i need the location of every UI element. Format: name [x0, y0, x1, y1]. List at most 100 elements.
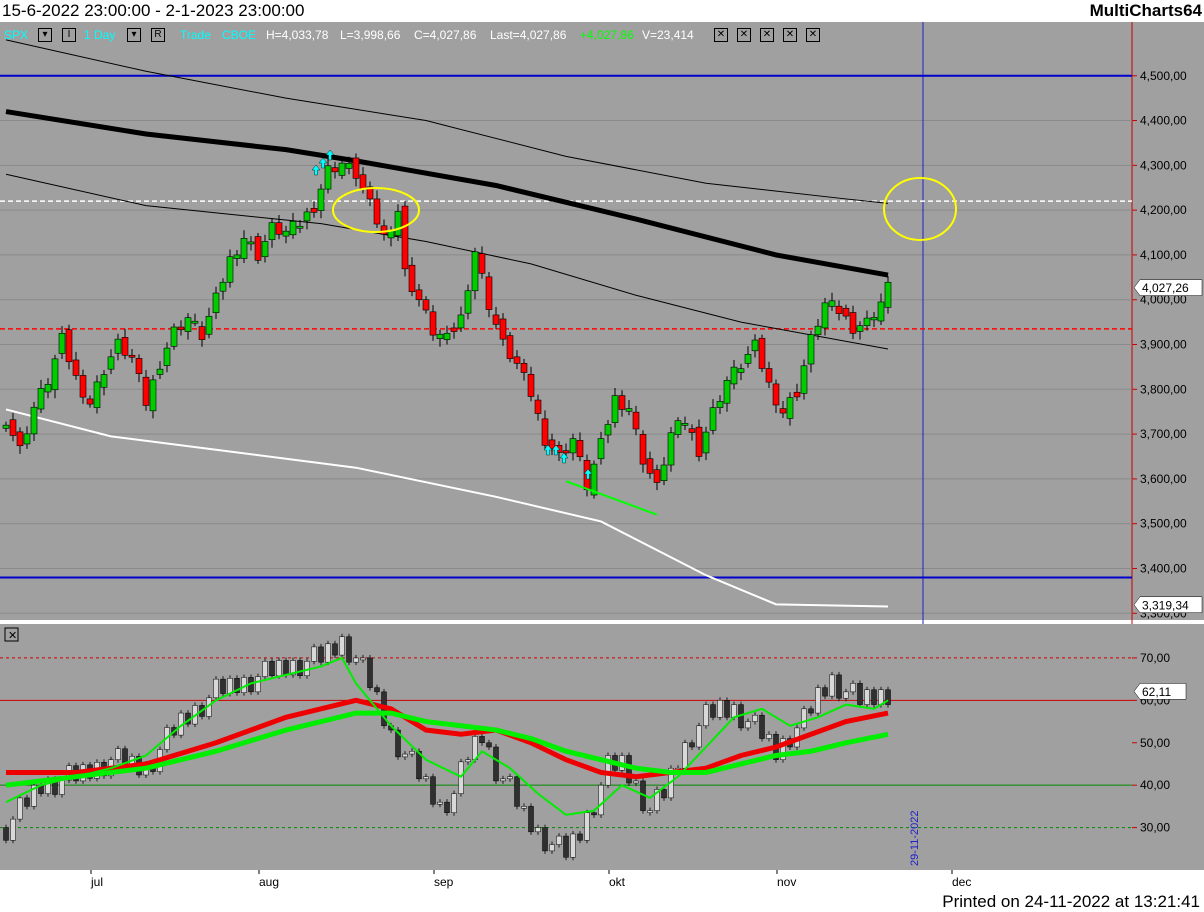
up-candle [863, 317, 871, 327]
x-tick-label: okt [609, 875, 626, 889]
up-candle [240, 238, 248, 259]
symbol-dropdown-icon[interactable]: ▾ [38, 28, 52, 42]
up-candle [751, 339, 759, 352]
oscillator-bar [661, 789, 667, 799]
down-candle [310, 208, 318, 213]
oscillator-bar [549, 844, 555, 852]
oscillator-bar [213, 678, 219, 699]
oscillator-bar [269, 661, 275, 676]
up-candle [114, 338, 122, 354]
oscillator-bar [444, 801, 450, 813]
oscillator-bar [605, 755, 611, 786]
interval-dropdown-icon[interactable]: ▾ [127, 28, 141, 42]
down-candle [352, 157, 360, 179]
down-candle [415, 289, 423, 301]
last-price-tag: 4,027,26 [1133, 279, 1203, 296]
down-candle [541, 418, 549, 446]
down-candle [373, 198, 381, 225]
up-candle [170, 326, 178, 347]
up-candle [191, 320, 199, 324]
up-candle [156, 368, 164, 375]
down-candle [576, 440, 584, 458]
y-tick-label: 3,800,00 [1140, 382, 1187, 396]
y-tick-label: 70,00 [1140, 651, 1170, 665]
oscillator-last-tag-background [1133, 683, 1187, 700]
interval-label[interactable]: 1 Day [84, 28, 116, 42]
oscillator-bar [815, 687, 821, 714]
close-icon[interactable]: ✕ [714, 28, 728, 42]
down-candle [79, 375, 87, 398]
last-price-tag-background [1133, 279, 1203, 296]
oscillator-bar [17, 797, 23, 820]
up-candle [233, 254, 241, 259]
y-tick-label: 3,500,00 [1140, 517, 1187, 531]
down-candle [401, 205, 409, 270]
range-icon[interactable]: R [151, 28, 165, 42]
down-candle [849, 312, 857, 334]
down-candle [618, 395, 626, 410]
down-candle [688, 428, 696, 433]
y-tick-label: 4,200,00 [1140, 203, 1187, 217]
down-candle [450, 327, 458, 332]
y-tick-label: 4,400,00 [1140, 114, 1187, 128]
close-icon[interactable]: ✕ [737, 28, 751, 42]
chart-type-icon[interactable]: I [62, 28, 76, 42]
up-candle [807, 334, 815, 365]
y-tick-label: 40,00 [1140, 778, 1170, 792]
oscillator-panel[interactable]: 70,0060,0050,0040,0030,00✕62,1129-11-202… [0, 624, 1204, 870]
down-candle [422, 299, 430, 311]
up-candle [324, 165, 332, 190]
fast-average-line [5, 656, 889, 816]
close-icon[interactable]: ✕ [783, 28, 797, 42]
oscillator-bar [353, 657, 359, 663]
oscillator-bar [465, 759, 471, 763]
up-candle [51, 358, 59, 391]
up-candle [464, 290, 472, 314]
x-tick-label: sep [434, 875, 454, 889]
oscillator-bar [556, 835, 562, 845]
y-tick-label: 3,600,00 [1140, 472, 1187, 486]
y-tick-label: 4,500,00 [1140, 69, 1187, 83]
oscillator-bar [731, 704, 737, 718]
down-candle [65, 329, 73, 363]
chart-area[interactable]: 4,500,00 4,400,00 4,300,00 4,200,00 4,100,00… [0, 22, 1204, 890]
down-candle [380, 225, 388, 235]
down-candle [527, 374, 535, 397]
up-candle [786, 397, 794, 419]
oscillator-bar [402, 753, 408, 758]
oscillator-bar [500, 778, 506, 782]
down-candle [835, 305, 843, 314]
x-tick-label: nov [777, 875, 796, 889]
up-candle [303, 211, 311, 222]
mode-label: Trade [180, 28, 211, 42]
close-icon[interactable]: ✕ [760, 28, 774, 42]
up-candle [660, 464, 668, 481]
up-candle [870, 317, 878, 321]
up-candle [107, 356, 115, 370]
oscillator-bar [703, 704, 709, 727]
oscillator-bar [416, 750, 422, 780]
oscillator-bar [885, 689, 891, 705]
up-candle [457, 314, 465, 329]
up-candle [667, 432, 675, 466]
up-candle [884, 281, 892, 308]
oscillator-bar [31, 784, 37, 807]
up-candle [23, 433, 31, 445]
oscillator-bar [115, 748, 121, 760]
sma-value-tag-background [1133, 596, 1203, 614]
down-candle [548, 439, 556, 450]
oscillator-bar [563, 835, 569, 858]
oscillator-bar [339, 636, 345, 656]
date-range-title: 15-6-2022 23:00:00 - 2-1-2023 23:00:00 [2, 1, 305, 20]
down-candle [793, 391, 801, 398]
oscillator-bar [479, 736, 485, 744]
low-value: L=3,998,66 [340, 28, 401, 42]
price-panel[interactable]: 4,500,00 4,400,00 4,300,00 4,200,00 4,100,00… [0, 22, 1204, 870]
symbol-label[interactable]: SPX [4, 28, 29, 42]
sma-value-tag-text: 3,319,34 [1142, 598, 1189, 612]
down-candle [16, 431, 24, 447]
oscillator-bar [283, 660, 289, 676]
close-icon[interactable]: ✕ [806, 28, 820, 42]
oscillator-bar [220, 678, 226, 694]
up-candle [674, 420, 682, 435]
